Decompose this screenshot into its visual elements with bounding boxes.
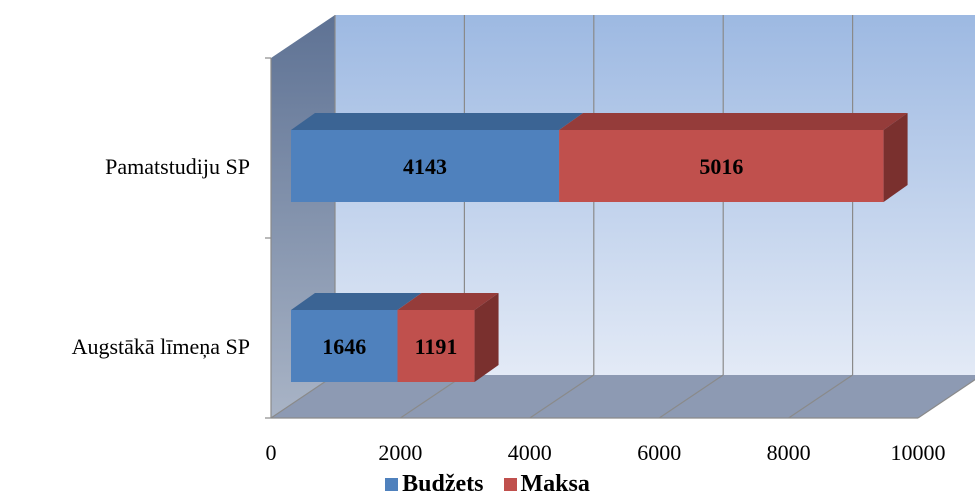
bar-top	[397, 293, 499, 310]
legend: Budžets Maksa	[0, 470, 975, 499]
gridline-floor	[788, 374, 853, 419]
gridline-floor	[400, 374, 465, 419]
legend-label-budzets: Budžets	[402, 471, 484, 497]
x-tick-label: 2000	[378, 440, 422, 465]
bar-side	[474, 293, 499, 382]
gridline-floor	[270, 374, 336, 419]
bar	[559, 130, 884, 202]
legend-item-budzets: Budžets	[385, 471, 484, 498]
data-label: 1646	[322, 334, 366, 359]
legend-swatch-budzets	[385, 478, 399, 491]
data-label: 4143	[403, 154, 447, 179]
x-tick-label: 10000	[891, 440, 946, 465]
bar-top	[291, 113, 584, 130]
bar	[397, 310, 475, 382]
data-label: 1191	[415, 334, 458, 359]
bar-side	[883, 113, 908, 202]
gridline-floor	[658, 374, 724, 419]
data-label: 5016	[699, 154, 743, 179]
bar	[291, 130, 560, 202]
legend-label-maksa: Maksa	[520, 471, 590, 497]
x-tick-label: 0	[266, 440, 277, 465]
x-tick-label: 8000	[767, 440, 811, 465]
gridline-floor	[529, 374, 595, 419]
legend-item-maksa: Maksa	[503, 471, 590, 498]
bar	[291, 310, 398, 382]
axes	[265, 57, 918, 419]
labels: 4143 5016 Pamatstudiju SP 1646 1191 Augstākā …	[72, 154, 946, 465]
x-tick-label: 4000	[508, 440, 552, 465]
bar-top	[559, 113, 908, 130]
category-label: Augstākā līmeņa SP	[72, 334, 250, 359]
floor	[271, 375, 975, 418]
legend-swatch-maksa	[503, 478, 517, 491]
gridline-floor	[917, 378, 975, 419]
chart: 4143 5016 Pamatstudiju SP 1646 1191 Augstākā …	[72, 15, 975, 465]
x-tick-label: 6000	[637, 440, 681, 465]
bars	[291, 113, 908, 382]
category-label: Pamatstudiju SP	[105, 154, 250, 179]
bar-top	[291, 293, 422, 310]
